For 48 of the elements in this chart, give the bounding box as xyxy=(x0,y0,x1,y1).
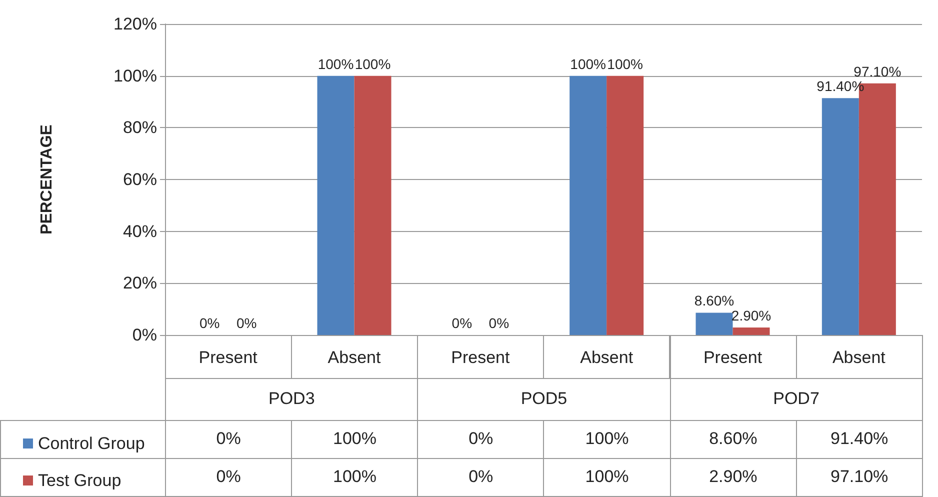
data-label: 100% xyxy=(544,458,670,496)
x-tick-label: Present xyxy=(703,348,762,367)
bar xyxy=(732,327,770,335)
data-label: 0% xyxy=(418,420,544,458)
x-tick-label: Absent xyxy=(580,348,634,367)
data-label: 100% xyxy=(292,420,418,458)
y-tick-label: 40% xyxy=(122,222,157,241)
data-label: 0% xyxy=(166,458,292,496)
y-tick-label: 80% xyxy=(122,118,157,138)
y-tick-label: 100% xyxy=(114,66,157,86)
y-tick-label: 0% xyxy=(132,326,157,344)
text: 0% xyxy=(488,315,510,331)
x-tick-label: Absent xyxy=(832,348,886,367)
text: 0% xyxy=(452,315,472,331)
data-label: 0% xyxy=(166,420,292,458)
data-label: 91.40% xyxy=(796,420,922,458)
bar xyxy=(696,312,733,335)
data-label: 100% xyxy=(292,458,418,496)
text: 100% xyxy=(570,56,606,72)
text: 100% xyxy=(318,56,354,72)
y-axis-title: PERCENTAGE xyxy=(38,124,56,234)
bar xyxy=(570,76,607,335)
text: 0% xyxy=(199,315,220,331)
text: POD5 xyxy=(418,378,670,420)
text: 100% xyxy=(607,56,643,72)
text: POD7 xyxy=(670,378,922,420)
text: 8.60% xyxy=(694,292,734,309)
data-label: 2.90% xyxy=(670,458,796,496)
bar xyxy=(822,98,859,335)
x-tick-label: Present xyxy=(451,348,510,367)
text: 97.10% xyxy=(854,63,902,80)
bar xyxy=(317,76,354,335)
bar xyxy=(606,76,644,335)
bar xyxy=(354,76,392,335)
data-label: 97.10% xyxy=(796,458,922,496)
x-tick-label: Absent xyxy=(328,348,381,367)
data-label: 0% xyxy=(418,458,544,496)
legend-label: Control Group xyxy=(38,434,145,453)
y-tick-label: 120% xyxy=(114,14,157,34)
text: 0% xyxy=(236,315,257,331)
text: 100% xyxy=(354,56,391,72)
y-tick-label: 20% xyxy=(122,274,157,293)
legend-label: Test Group xyxy=(38,471,122,490)
text: POD3 xyxy=(166,378,418,420)
x-tick-label: Present xyxy=(198,348,258,367)
data-label: 100% xyxy=(544,420,670,458)
y-tick-label: 60% xyxy=(122,170,157,189)
data-label: 8.60% xyxy=(670,420,796,458)
